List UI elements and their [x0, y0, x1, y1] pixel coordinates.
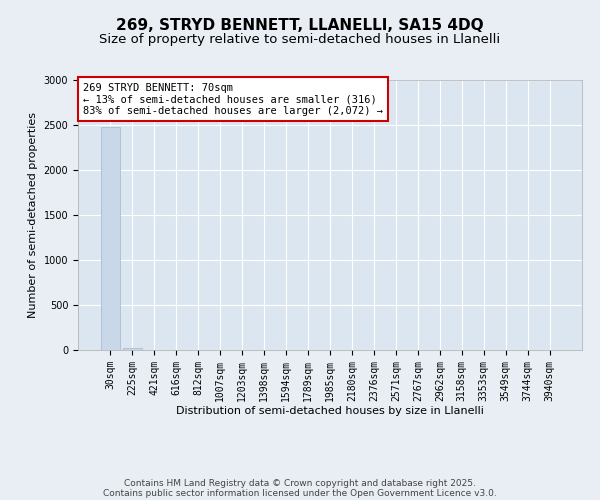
Text: Contains public sector information licensed under the Open Government Licence v3: Contains public sector information licen…: [103, 488, 497, 498]
Y-axis label: Number of semi-detached properties: Number of semi-detached properties: [28, 112, 38, 318]
Bar: [123, 348, 142, 350]
X-axis label: Distribution of semi-detached houses by size in Llanelli: Distribution of semi-detached houses by …: [176, 406, 484, 416]
Text: 269, STRYD BENNETT, LLANELLI, SA15 4DQ: 269, STRYD BENNETT, LLANELLI, SA15 4DQ: [116, 18, 484, 32]
Bar: [101, 127, 119, 350]
Text: Size of property relative to semi-detached houses in Llanelli: Size of property relative to semi-detach…: [100, 32, 500, 46]
Text: 269 STRYD BENNETT: 70sqm
← 13% of semi-detached houses are smaller (316)
83% of : 269 STRYD BENNETT: 70sqm ← 13% of semi-d…: [83, 82, 383, 116]
Text: Contains HM Land Registry data © Crown copyright and database right 2025.: Contains HM Land Registry data © Crown c…: [124, 478, 476, 488]
